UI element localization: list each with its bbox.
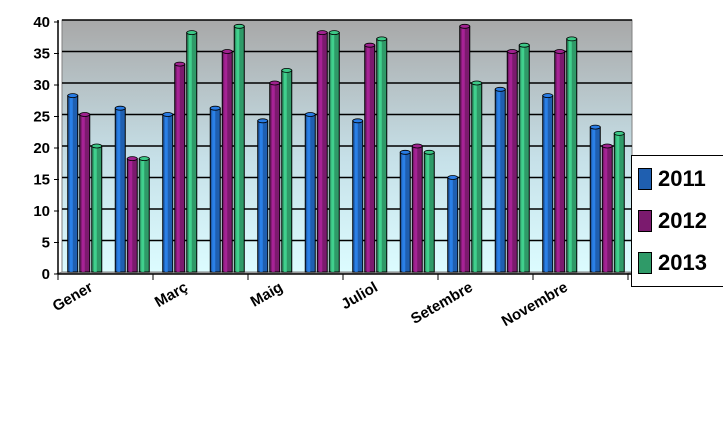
- legend-item-2013: 2013: [638, 248, 707, 278]
- bar-2013-Setembre-highlight: [473, 85, 477, 272]
- bar-2012-Febrer-highlight: [129, 160, 133, 272]
- bar-2012-Juny-highlight: [319, 34, 323, 272]
- bar-2011-Desembre-highlight: [592, 129, 596, 272]
- bar-2012-Abril-highlight: [224, 53, 228, 272]
- bar-2012-Juliol-highlight: [366, 47, 370, 273]
- y-tick-label: 25: [33, 109, 50, 126]
- bar-2011-Juny-highlight: [307, 116, 311, 272]
- bar-2011-Gener-highlight: [69, 97, 73, 272]
- bar-2011-Maig-cap: [257, 118, 269, 124]
- bar-2013-Gener-cap: [91, 143, 103, 149]
- bar-2011-Febrer-highlight: [117, 110, 121, 272]
- x-tick-label: Maig: [248, 279, 286, 311]
- bar-2013-Febrer-cap: [138, 156, 150, 162]
- y-tick-label: 0: [42, 266, 50, 283]
- bar-2011-Octubre-cap: [494, 86, 506, 92]
- legend-label-2013: 2013: [658, 250, 707, 275]
- bar-2011-Març-cap: [162, 112, 174, 117]
- bar-2011-Octubre-highlight: [497, 91, 501, 272]
- bar-2012-Desembre-highlight: [604, 148, 608, 272]
- bar-2011-Novembre-cap: [542, 93, 554, 98]
- bar-2013-Novembre-cap: [566, 36, 578, 42]
- bar-2013-Abril-highlight: [236, 28, 240, 272]
- bar-2012-Agost-cap: [411, 143, 423, 149]
- bar-2013-Juny-highlight: [331, 34, 335, 272]
- bar-2012-Juny-cap: [316, 30, 328, 35]
- bar-2011-Gener-cap: [67, 93, 79, 98]
- bar-2011-Març-highlight: [164, 116, 168, 272]
- y-tick-label: 15: [33, 172, 50, 189]
- bar-2012-Maig-highlight: [271, 85, 275, 272]
- bar-2013-Gener-highlight: [93, 148, 97, 272]
- bar-2012-Octubre-cap: [506, 49, 518, 54]
- bar-2012-Juliol-cap: [364, 42, 376, 48]
- bar-2012-Març-cap: [174, 61, 186, 67]
- bar-2012-Març-highlight: [176, 66, 180, 272]
- bar-2011-Agost-cap: [399, 149, 411, 155]
- legend-item-2012: 2012: [638, 206, 707, 236]
- bar-2011-Abril-highlight: [212, 110, 216, 272]
- bar-2011-Juny-cap: [304, 112, 316, 117]
- bar-2012-Setembre-highlight: [461, 28, 465, 272]
- legend: 2011 2012 2013: [631, 155, 723, 287]
- bar-2012-Desembre-cap: [601, 143, 613, 149]
- bar-2013-Octubre-cap: [518, 42, 530, 48]
- y-tick-label: 40: [33, 14, 50, 31]
- x-tick-label: Març: [152, 279, 191, 311]
- bar-2011-Febrer-cap: [114, 105, 126, 111]
- bar-2012-Octubre-highlight: [509, 53, 513, 272]
- bar-2012-Novembre-highlight: [556, 53, 560, 272]
- y-tick-label: 30: [33, 77, 50, 94]
- bar-2013-Juliol-highlight: [378, 40, 382, 273]
- bar-2011-Juliol-highlight: [354, 122, 358, 272]
- bar-2013-Maig-cap: [281, 68, 293, 73]
- bar-2013-Desembre-highlight: [616, 135, 620, 272]
- legend-label-2011: 2011: [658, 166, 706, 191]
- bar-2012-Setembre-cap: [459, 23, 471, 29]
- bar-2011-Setembre-highlight: [449, 179, 453, 272]
- bar-2012-Novembre-cap: [554, 49, 566, 54]
- bar-2013-Febrer-highlight: [141, 160, 145, 272]
- bar-2013-Abril-cap: [233, 23, 245, 29]
- bar-2011-Setembre-cap: [447, 175, 459, 180]
- x-tick-label: Novembre: [499, 279, 571, 330]
- bar-2013-Març-highlight: [188, 34, 192, 272]
- bar-2013-Octubre-highlight: [521, 47, 525, 273]
- bar-2012-Agost-highlight: [414, 148, 418, 272]
- legend-item-2011: 2011: [638, 164, 706, 194]
- y-tick-label: 20: [33, 140, 50, 157]
- legend-swatch-2012: [638, 210, 652, 232]
- y-tick-label: 10: [33, 203, 50, 220]
- bar-2013-Juny-cap: [328, 30, 340, 35]
- bar-2011-Desembre-cap: [589, 124, 601, 130]
- bar-2011-Agost-highlight: [402, 154, 406, 272]
- y-tick-label: 35: [33, 46, 50, 63]
- bar-2013-Desembre-cap: [613, 130, 625, 136]
- bar-2012-Gener-cap: [79, 112, 91, 117]
- bar-2013-Agost-cap: [423, 149, 435, 155]
- bar-2012-Abril-cap: [221, 49, 233, 54]
- bar-2013-Maig-highlight: [283, 72, 287, 273]
- bar-2012-Maig-cap: [269, 80, 281, 86]
- bar-2013-Març-cap: [186, 30, 198, 35]
- bar-2013-Novembre-highlight: [568, 40, 572, 273]
- bar-2012-Gener-highlight: [81, 116, 85, 272]
- x-tick-label: Setembre: [408, 279, 476, 328]
- bar-2012-Febrer-cap: [126, 156, 138, 162]
- bar-2011-Juliol-cap: [352, 118, 364, 124]
- bar-2011-Novembre-highlight: [544, 97, 548, 272]
- legend-label-2012: 2012: [658, 208, 707, 233]
- legend-swatch-2011: [638, 168, 652, 190]
- bar-2013-Agost-highlight: [426, 154, 430, 272]
- bar-2013-Setembre-cap: [471, 80, 483, 86]
- bar-2011-Abril-cap: [209, 105, 221, 111]
- y-tick-label: 5: [42, 235, 50, 252]
- bar-2013-Juliol-cap: [376, 36, 388, 42]
- x-tick-label: Gener: [50, 279, 96, 315]
- legend-swatch-2013: [638, 252, 652, 274]
- x-tick-label: Juliol: [338, 279, 380, 313]
- bar-2011-Maig-highlight: [259, 122, 263, 272]
